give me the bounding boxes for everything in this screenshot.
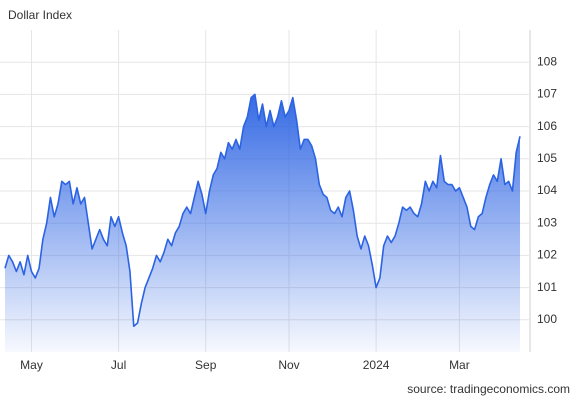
line bbox=[4, 93, 521, 328]
x-tick-label: Jul bbox=[111, 358, 126, 372]
x-tick-label: Sep bbox=[195, 358, 217, 372]
y-tick-label: 104 bbox=[537, 183, 557, 197]
area-fill bbox=[5, 94, 520, 353]
y-tick-label: 100 bbox=[537, 312, 557, 326]
y-tick-label: 103 bbox=[537, 215, 557, 229]
source-note: source: tradingeconomics.com bbox=[407, 382, 570, 396]
x-tick-label: Mar bbox=[449, 358, 470, 372]
chart-title: Dollar Index bbox=[8, 8, 72, 22]
x-tick-label: May bbox=[20, 358, 43, 372]
y-tick-label: 105 bbox=[537, 151, 557, 165]
y-tick-label: 106 bbox=[537, 119, 557, 133]
x-tick-label: Nov bbox=[278, 358, 299, 372]
x-tick-label: 2024 bbox=[363, 358, 390, 372]
y-tick-label: 101 bbox=[537, 280, 557, 294]
y-tick-label: 107 bbox=[537, 87, 557, 101]
y-tick-label: 108 bbox=[537, 54, 557, 68]
y-tick-label: 102 bbox=[537, 248, 557, 262]
